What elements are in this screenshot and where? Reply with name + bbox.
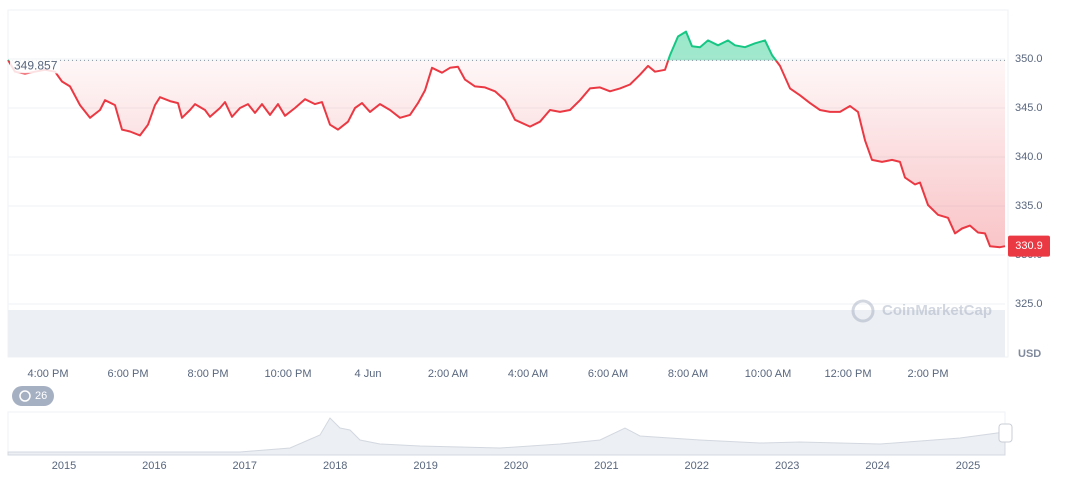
price-line xyxy=(7,30,1006,249)
y-tick-label: 345.0 xyxy=(1015,102,1043,114)
x-tick-label: 10:00 AM xyxy=(745,368,791,380)
navigator-area xyxy=(7,417,1006,456)
x-tick-label: 4:00 PM xyxy=(28,368,69,380)
x-tick-label: 4 Jun xyxy=(355,368,382,380)
navigator-label: 2016 xyxy=(142,460,166,472)
x-tick-label: 2:00 PM xyxy=(908,368,949,380)
currency-label: USD xyxy=(1018,348,1041,360)
navigator-label: 2022 xyxy=(685,460,709,472)
volume-band xyxy=(8,310,1005,357)
baseline-label-bg xyxy=(10,59,60,74)
price-badge-text: 330.9 xyxy=(1015,240,1043,252)
x-tick-label: 4:00 AM xyxy=(508,368,548,380)
history-badge[interactable] xyxy=(12,386,54,406)
x-tick-label: 2:00 AM xyxy=(428,368,468,380)
navigator-label: 2023 xyxy=(775,460,799,472)
history-badge-text: 26 xyxy=(35,390,47,402)
navigator-label: 2018 xyxy=(323,460,347,472)
navigator-labels: 2015 2016 2017 2018 2019 2020 2021 2022 2023 2024… xyxy=(52,460,980,472)
y-tick-label: 340.0 xyxy=(1015,151,1043,163)
baseline-label: 349.857 xyxy=(14,59,58,73)
navigator-label: 2020 xyxy=(504,460,528,472)
y-tick-label: 350.0 xyxy=(1015,53,1043,65)
watermark-logo xyxy=(851,299,875,323)
navigator-label: 2021 xyxy=(594,460,618,472)
x-tick-label: 6:00 AM xyxy=(588,368,628,380)
y-tick-label: 325.0 xyxy=(1015,298,1043,310)
area-fill xyxy=(8,31,1005,248)
watermark-text: CoinMarketCap xyxy=(882,302,992,319)
navigator-label: 2024 xyxy=(865,460,889,472)
navigator-label: 2015 xyxy=(52,460,76,472)
navigator-handle[interactable] xyxy=(998,423,1013,443)
x-tick-label: 6:00 PM xyxy=(108,368,149,380)
navigator-label: 2017 xyxy=(233,460,257,472)
history-icon xyxy=(19,390,31,402)
navigator-label: 2019 xyxy=(413,460,437,472)
x-tick-label: 8:00 PM xyxy=(188,368,229,380)
navigator-label: 2025 xyxy=(956,460,980,472)
x-tick-label: 10:00 PM xyxy=(264,368,311,380)
grid xyxy=(8,58,1005,305)
x-tick-label: 8:00 AM xyxy=(668,368,708,380)
watermark: CoinMarketCap xyxy=(851,299,992,323)
price-badge xyxy=(1008,235,1050,257)
y-tick-label: 335.0 xyxy=(1015,200,1043,212)
x-tick-label: 12:00 PM xyxy=(824,368,871,380)
